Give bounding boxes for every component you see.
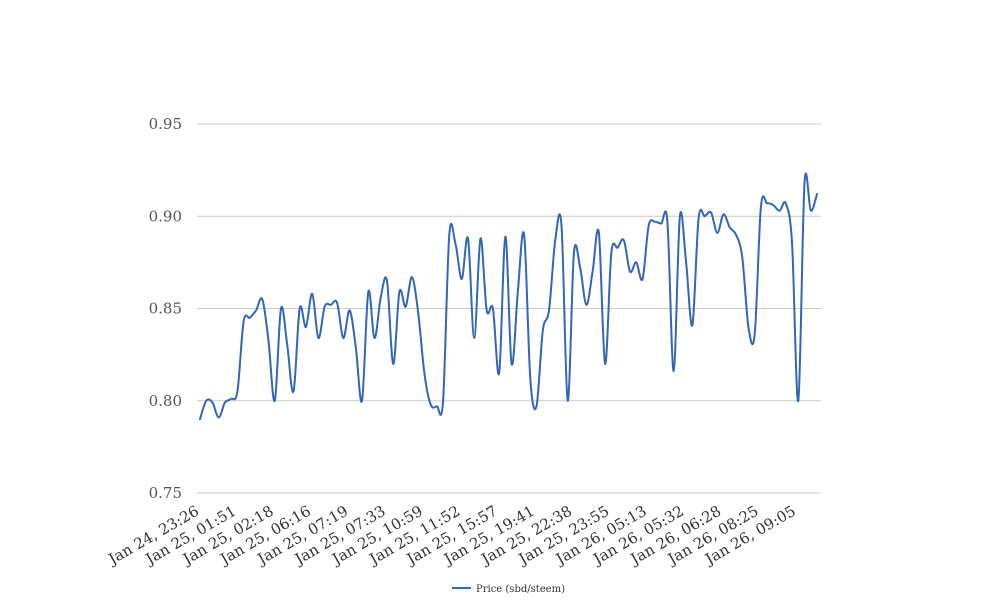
y-tick-label: 0.85: [149, 300, 182, 318]
y-tick-label: 0.90: [149, 207, 182, 225]
legend-label: Price (sbd/steem): [476, 584, 565, 595]
y-axis-ticks: 0.75 0.80 0.85 0.90 0.95: [149, 115, 182, 502]
y-tick-label: 0.95: [149, 115, 182, 133]
legend[interactable]: Price (sbd/steem): [452, 584, 565, 595]
y-tick-label: 0.75: [149, 484, 182, 502]
series-line-price: [199, 172, 818, 421]
y-tick-label: 0.80: [149, 392, 182, 410]
